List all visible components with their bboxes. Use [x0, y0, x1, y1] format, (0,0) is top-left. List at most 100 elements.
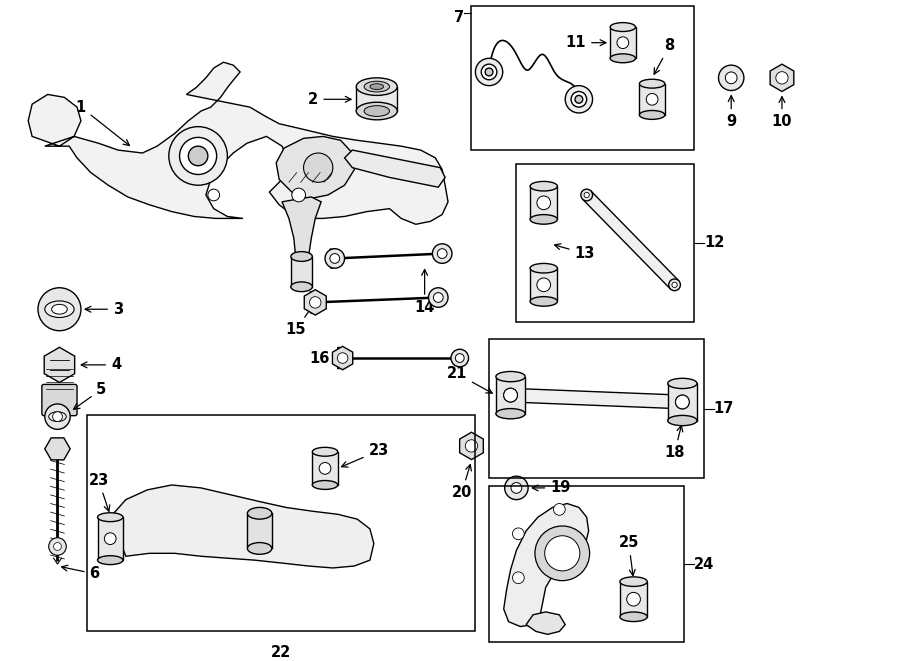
Ellipse shape [364, 106, 390, 116]
Text: 4: 4 [81, 358, 122, 372]
Circle shape [718, 65, 744, 91]
Ellipse shape [530, 215, 557, 224]
Polygon shape [338, 347, 343, 369]
Circle shape [646, 93, 658, 105]
Ellipse shape [51, 304, 68, 314]
Ellipse shape [496, 408, 526, 419]
Circle shape [451, 349, 469, 367]
Circle shape [554, 504, 565, 515]
Ellipse shape [97, 556, 123, 564]
Circle shape [504, 388, 518, 402]
Text: 6: 6 [61, 565, 100, 581]
Circle shape [725, 72, 737, 84]
Polygon shape [45, 438, 70, 460]
Ellipse shape [496, 371, 526, 381]
Bar [610, 27, 635, 58]
Polygon shape [330, 249, 335, 268]
Circle shape [508, 392, 514, 398]
Circle shape [455, 354, 464, 362]
Text: 12: 12 [704, 235, 725, 251]
Circle shape [208, 189, 220, 201]
Ellipse shape [49, 412, 67, 422]
Polygon shape [276, 136, 355, 199]
Text: 24: 24 [694, 557, 715, 572]
Bar [496, 377, 526, 414]
Text: 3: 3 [86, 301, 123, 317]
Circle shape [512, 572, 524, 584]
Circle shape [434, 293, 443, 302]
Bar [639, 84, 665, 115]
Polygon shape [282, 197, 321, 258]
Ellipse shape [97, 513, 123, 522]
Text: 19: 19 [532, 481, 571, 495]
Circle shape [575, 95, 583, 103]
Polygon shape [510, 388, 682, 408]
Ellipse shape [530, 181, 557, 191]
Circle shape [580, 189, 592, 201]
Ellipse shape [639, 79, 665, 88]
Text: 13: 13 [554, 244, 595, 261]
Circle shape [504, 388, 518, 402]
Polygon shape [28, 62, 448, 224]
Circle shape [776, 71, 788, 84]
Bar [489, 340, 704, 478]
Bar [620, 582, 647, 617]
Ellipse shape [668, 415, 697, 426]
Polygon shape [310, 292, 316, 313]
Circle shape [669, 279, 680, 291]
Circle shape [292, 188, 305, 202]
Polygon shape [304, 290, 327, 315]
Bar [248, 512, 272, 549]
Circle shape [672, 282, 677, 288]
Ellipse shape [291, 282, 312, 292]
Text: 8: 8 [654, 38, 675, 74]
Circle shape [485, 68, 493, 76]
Circle shape [511, 483, 522, 493]
Bar [517, 164, 694, 322]
Polygon shape [526, 612, 565, 635]
Text: 14: 14 [414, 270, 435, 315]
Circle shape [537, 196, 551, 210]
Circle shape [45, 404, 70, 430]
Ellipse shape [248, 543, 272, 555]
Circle shape [680, 399, 686, 405]
Ellipse shape [312, 481, 338, 489]
Circle shape [565, 86, 592, 113]
Bar [356, 86, 397, 111]
Circle shape [512, 528, 524, 539]
Ellipse shape [620, 577, 647, 586]
Circle shape [572, 91, 587, 107]
Circle shape [54, 543, 61, 551]
Circle shape [584, 192, 590, 198]
Circle shape [325, 249, 345, 268]
Circle shape [338, 353, 348, 364]
Polygon shape [44, 347, 75, 383]
Text: 15: 15 [285, 306, 313, 337]
Circle shape [188, 146, 208, 166]
Circle shape [537, 278, 551, 292]
Circle shape [104, 533, 116, 545]
Text: 11: 11 [566, 35, 606, 50]
Polygon shape [582, 191, 679, 289]
Polygon shape [345, 150, 446, 187]
Polygon shape [504, 504, 589, 627]
Circle shape [676, 395, 689, 408]
Circle shape [544, 536, 580, 571]
Circle shape [320, 463, 331, 474]
Circle shape [617, 37, 629, 48]
Text: 23: 23 [342, 444, 389, 467]
Circle shape [428, 288, 448, 307]
Circle shape [49, 537, 67, 555]
Ellipse shape [364, 81, 390, 92]
Bar [312, 451, 338, 485]
Text: 18: 18 [664, 426, 685, 460]
Ellipse shape [620, 612, 647, 621]
Text: 5: 5 [74, 382, 106, 409]
Text: 21: 21 [446, 366, 492, 393]
Bar [668, 383, 697, 420]
Circle shape [432, 244, 452, 263]
Text: 25: 25 [618, 535, 639, 576]
Bar [489, 486, 684, 642]
Ellipse shape [370, 84, 383, 89]
Ellipse shape [668, 378, 697, 389]
